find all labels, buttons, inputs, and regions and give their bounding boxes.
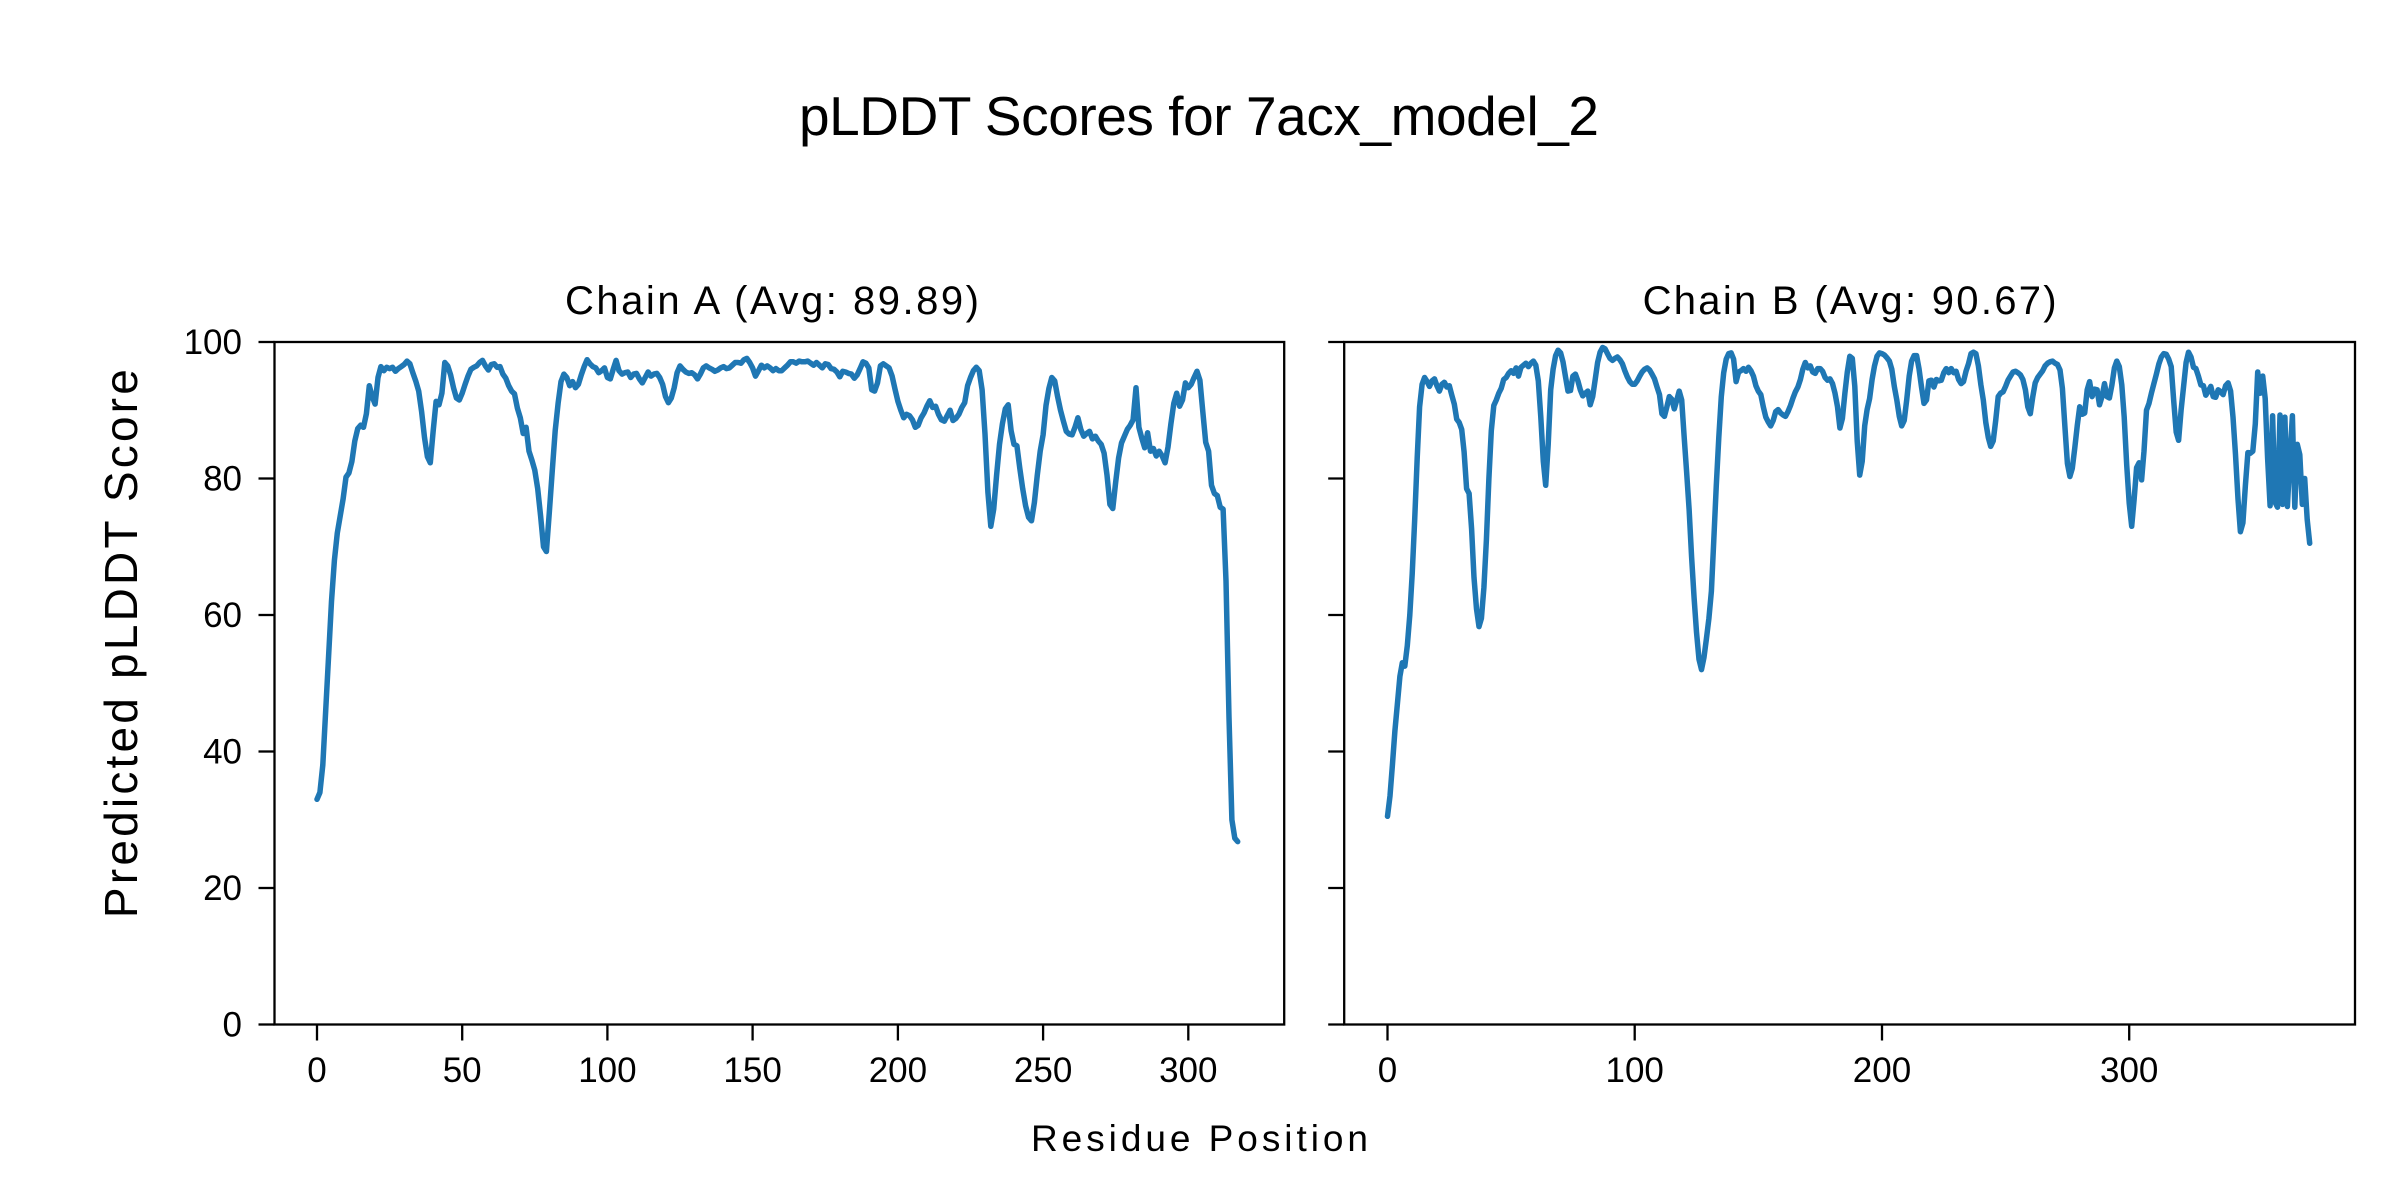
svg-text:200: 200 (869, 1051, 927, 1090)
svg-text:150: 150 (723, 1051, 781, 1090)
svg-text:Chain A (Avg: 89.89): Chain A (Avg: 89.89) (565, 279, 979, 323)
svg-text:Chain B (Avg: 90.67): Chain B (Avg: 90.67) (1643, 279, 2057, 323)
svg-text:300: 300 (1159, 1051, 1217, 1090)
svg-text:60: 60 (203, 596, 242, 635)
svg-text:0: 0 (1378, 1051, 1397, 1090)
svg-text:0: 0 (223, 1006, 242, 1045)
svg-text:40: 40 (203, 733, 242, 772)
svg-text:300: 300 (2100, 1051, 2158, 1090)
svg-text:20: 20 (203, 869, 242, 908)
svg-text:100: 100 (578, 1051, 636, 1090)
svg-text:100: 100 (1605, 1051, 1663, 1090)
svg-text:80: 80 (203, 460, 242, 499)
svg-text:Predicted pLDDT Score: Predicted pLDDT Score (95, 366, 147, 918)
svg-text:pLDDT Scores for 7acx_model_2: pLDDT Scores for 7acx_model_2 (799, 85, 1599, 147)
svg-text:100: 100 (184, 323, 242, 362)
svg-text:200: 200 (1853, 1051, 1911, 1090)
svg-text:250: 250 (1014, 1051, 1072, 1090)
svg-text:0: 0 (307, 1051, 326, 1090)
svg-text:Residue Position: Residue Position (1031, 1118, 1368, 1159)
svg-text:50: 50 (443, 1051, 482, 1090)
